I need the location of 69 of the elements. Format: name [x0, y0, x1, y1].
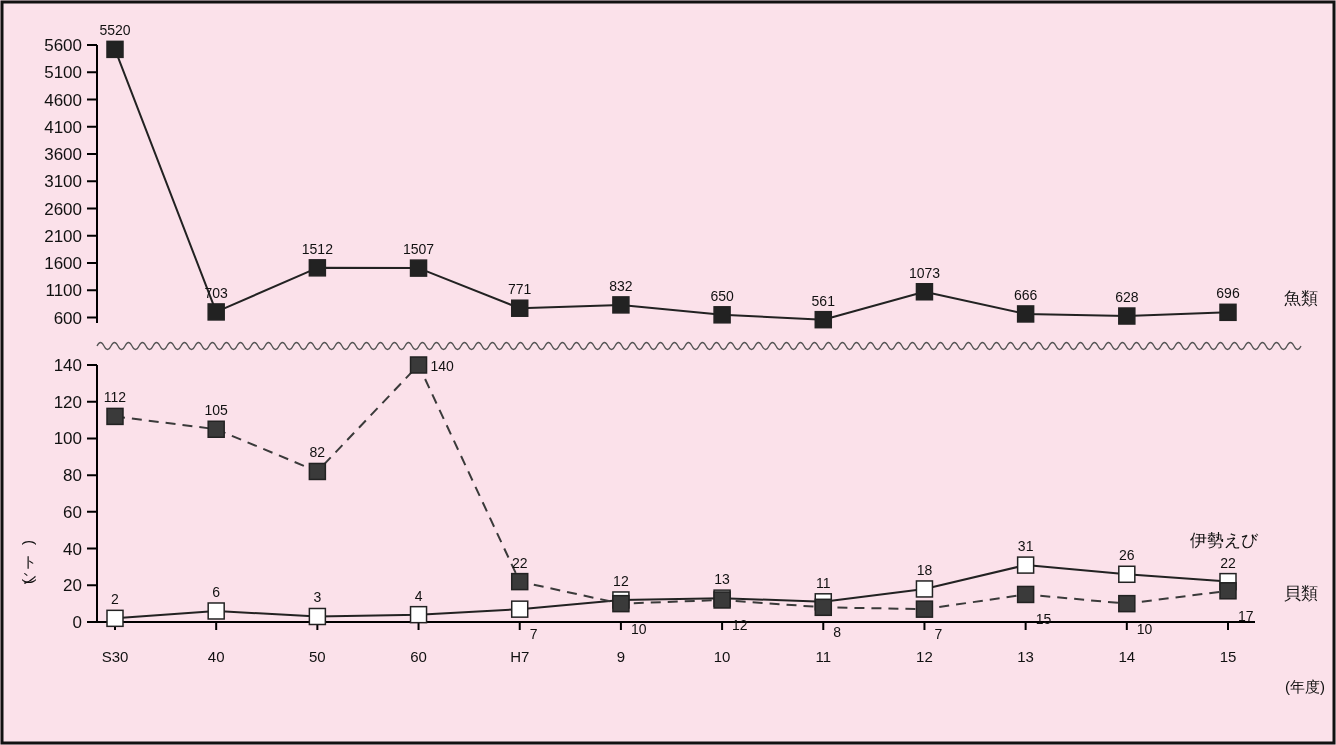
- data-label: 140: [430, 358, 455, 374]
- data-label: 11: [816, 574, 831, 591]
- data-label: 7: [529, 626, 538, 643]
- y-tick-label: 80: [63, 466, 82, 486]
- text: 魚類: [1284, 289, 1318, 309]
- y-tick-label: 5600: [44, 36, 82, 55]
- y-tick-label: 2600: [44, 199, 82, 219]
- y-tick-label: 5100: [44, 63, 82, 83]
- data-label: 12: [613, 572, 629, 589]
- data-label: 1507: [402, 241, 435, 258]
- data-label: 22: [511, 554, 528, 571]
- data-label: 832: [609, 277, 633, 294]
- y-tick-label: 60: [63, 502, 82, 522]
- data-label: 10: [630, 620, 647, 637]
- data-label: 22: [1220, 554, 1236, 571]
- x-tick-label: 15: [1219, 648, 1237, 665]
- x-tick-label: 9: [616, 648, 626, 665]
- y-tick-label: 140: [53, 356, 82, 375]
- y-tick-label: 4600: [44, 90, 82, 110]
- x-tick-label: 60: [410, 648, 427, 665]
- data-label: 13: [714, 571, 731, 588]
- data-label: 696: [1216, 285, 1240, 302]
- data-label: 31: [1017, 538, 1034, 555]
- y-tick-label: 100: [53, 429, 82, 449]
- series-label: 伊勢えび: [1190, 530, 1259, 550]
- y-tick-label: 3600: [44, 145, 82, 165]
- x-axis-title: (年度): [1285, 678, 1325, 695]
- data-label: 628: [1115, 289, 1139, 306]
- x-tick-label: 10: [713, 648, 731, 665]
- y-tick-label: 4100: [44, 117, 82, 137]
- data-label: 10: [1136, 620, 1153, 637]
- data-label: 112: [103, 389, 127, 406]
- x-tick-label: S30: [101, 648, 129, 665]
- data-label: 105: [204, 402, 229, 419]
- data-label: 8: [833, 624, 842, 641]
- data-label: 4: [414, 587, 423, 604]
- data-label: 82: [309, 444, 326, 461]
- data-label: 1512: [301, 240, 334, 257]
- x-tick-label: 11: [815, 648, 832, 665]
- y-tick-label: 1100: [45, 281, 82, 301]
- x-tick-label: H7: [510, 648, 530, 665]
- data-label: 3: [313, 589, 322, 606]
- data-label: 17: [1238, 607, 1254, 624]
- data-label: 561: [811, 292, 836, 309]
- y-tick-label: 20: [63, 576, 82, 596]
- x-tick-label: 50: [309, 648, 326, 665]
- data-label: 650: [710, 287, 734, 304]
- data-label: 5520: [99, 22, 131, 39]
- x-tick-label: 14: [1118, 648, 1136, 665]
- data-label: 18: [916, 561, 933, 578]
- data-label: 771: [508, 281, 532, 298]
- y-tick-label: 600: [53, 308, 82, 328]
- data-label: 666: [1013, 286, 1038, 303]
- y-tick-label: 1600: [44, 254, 82, 274]
- y-tick-label: 3100: [44, 172, 82, 192]
- data-label: 7: [934, 626, 943, 643]
- data-label: 2: [111, 591, 120, 608]
- text: 貝類: [1284, 583, 1318, 603]
- y-tick-label: 0: [72, 613, 82, 632]
- y-tick-label: 40: [63, 539, 82, 559]
- data-label: 26: [1119, 547, 1135, 564]
- data-label: 1073: [908, 264, 941, 281]
- x-tick-label: 13: [1017, 648, 1034, 665]
- y-tick-label: 2100: [44, 226, 82, 246]
- y-axis-title: (トン): [21, 540, 39, 585]
- x-tick-label: 12: [916, 648, 933, 665]
- x-tick-label: 40: [207, 648, 225, 665]
- y-tick-label: 120: [53, 392, 82, 412]
- data-label: 6: [212, 583, 221, 600]
